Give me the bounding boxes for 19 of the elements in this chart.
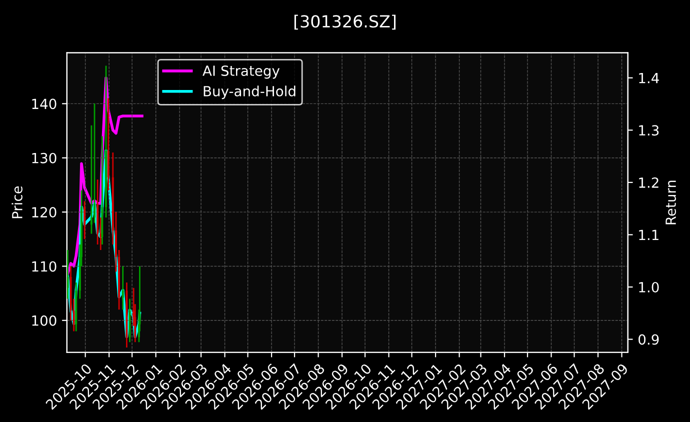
candlestick [122, 266, 124, 310]
y-tick-label: 130 [32, 152, 56, 164]
y2-axis-title: Return [666, 180, 676, 224]
chart-title: [301326.SZ] [294, 14, 396, 30]
y-tick-label: 100 [32, 315, 56, 326]
y2-tick-label: 1.1 [639, 230, 658, 240]
y-axis-title: Price [12, 186, 22, 218]
legend-label: AI Strategy [202, 65, 280, 79]
candlestick [84, 200, 86, 240]
y-tick-label: 120 [32, 207, 56, 218]
candlestick [105, 65, 108, 218]
y2-tick-label: 0.9 [638, 334, 659, 345]
y2-tick-label: 1.2 [639, 177, 658, 188]
y-tick-label: 140 [32, 98, 56, 110]
y2-tick-label: 1.4 [639, 73, 659, 84]
legend-label: Buy-and-Hold [204, 86, 296, 100]
y-tick-label: 110 [32, 261, 56, 272]
y2-tick-label: 1.0 [639, 282, 659, 292]
y2-tick-label: 1.3 [639, 125, 659, 136]
